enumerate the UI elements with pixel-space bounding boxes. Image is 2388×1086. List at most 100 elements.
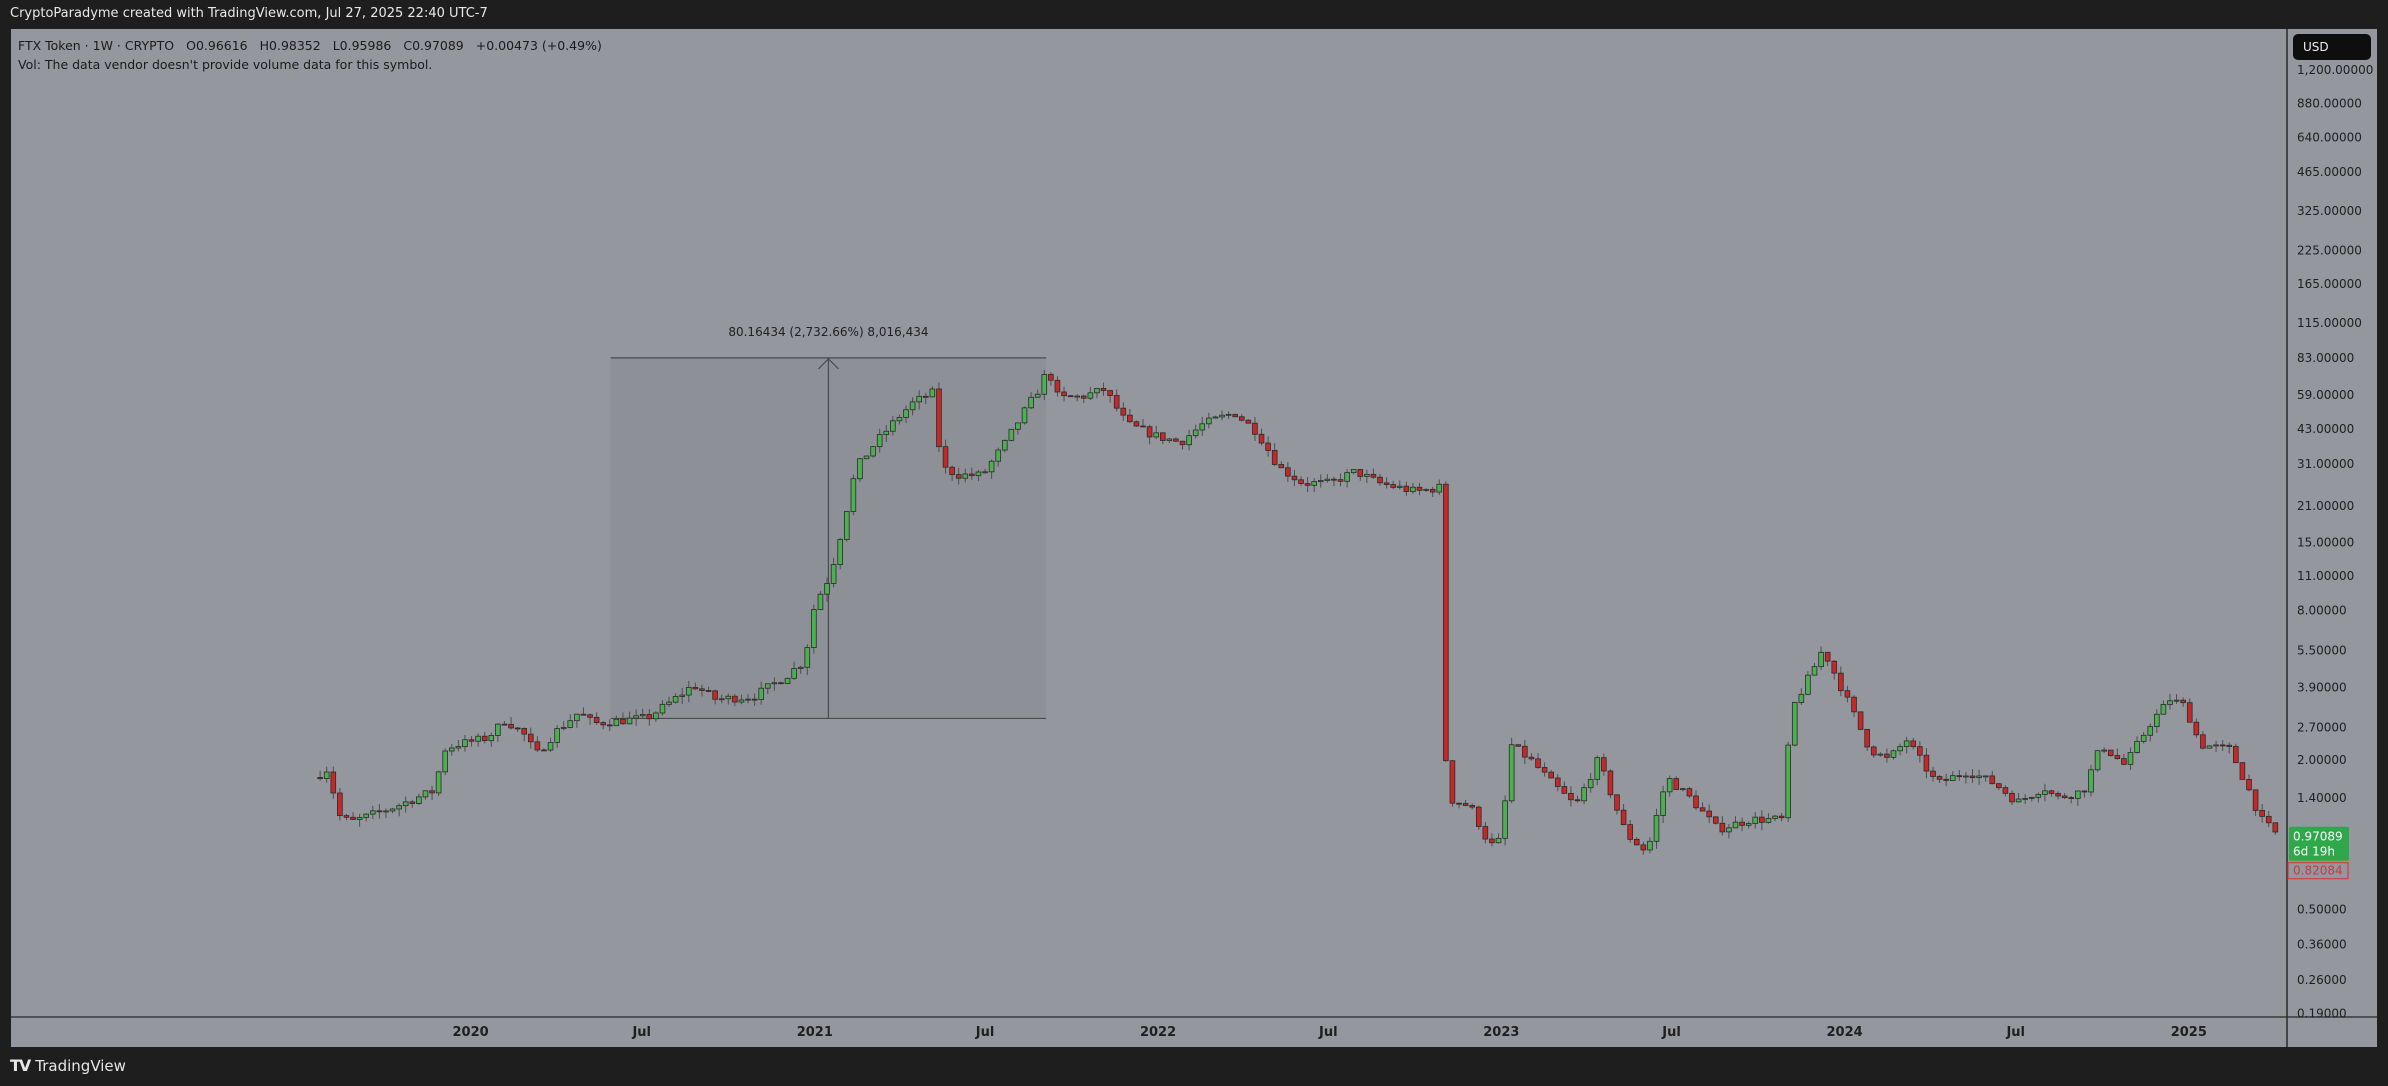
candle-down[interactable] <box>468 735 475 747</box>
candle-up[interactable] <box>817 591 824 611</box>
candle-down[interactable] <box>1285 462 1291 483</box>
candle-down[interactable] <box>2272 822 2279 835</box>
candle-up[interactable] <box>554 724 560 748</box>
candle-up[interactable] <box>1502 795 1508 846</box>
candle-down[interactable] <box>514 726 521 732</box>
candle-down[interactable] <box>1759 810 1765 831</box>
candle-down[interactable] <box>1844 685 1851 703</box>
candle-down[interactable] <box>1719 816 1726 836</box>
candle-down[interactable] <box>1851 695 1857 718</box>
candle-down[interactable] <box>508 717 514 730</box>
candle-up[interactable] <box>567 714 574 729</box>
candle-up[interactable] <box>1219 410 1225 421</box>
candle-down[interactable] <box>350 812 356 820</box>
candle-down[interactable] <box>1522 739 1528 765</box>
candle-up[interactable] <box>475 733 481 747</box>
candle-down[interactable] <box>2259 803 2265 823</box>
candle-down[interactable] <box>337 787 343 821</box>
candle-down[interactable] <box>1489 833 1495 847</box>
candle-up[interactable] <box>863 455 870 460</box>
candle-up[interactable] <box>837 537 843 570</box>
candle-down[interactable] <box>1778 812 1785 822</box>
candle-up[interactable] <box>574 713 580 728</box>
candle-down[interactable] <box>1140 419 1146 428</box>
candle-down[interactable] <box>1574 795 1581 803</box>
candle-up[interactable] <box>1094 388 1100 399</box>
candle-up[interactable] <box>369 805 376 820</box>
candle-up[interactable] <box>1726 823 1732 839</box>
candle-down[interactable] <box>1080 394 1087 404</box>
candle-down[interactable] <box>1245 419 1252 424</box>
candle-down[interactable] <box>620 712 626 725</box>
candle-up[interactable] <box>1745 821 1752 829</box>
candle-down[interactable] <box>1456 802 1462 809</box>
candle-up[interactable] <box>2167 693 2173 710</box>
candle-up[interactable] <box>442 748 449 776</box>
candle-up[interactable] <box>1344 469 1350 488</box>
candle-down[interactable] <box>1304 477 1311 493</box>
candle-up[interactable] <box>2134 736 2140 754</box>
candle-up[interactable] <box>1324 474 1331 483</box>
candle-down[interactable] <box>1620 804 1627 826</box>
candle-up[interactable] <box>857 458 863 482</box>
candle-up[interactable] <box>870 445 876 458</box>
candle-up[interactable] <box>666 696 672 707</box>
candle-up[interactable] <box>1008 428 1015 442</box>
candle-down[interactable] <box>1337 473 1344 487</box>
candle-up[interactable] <box>495 723 501 742</box>
candle-down[interactable] <box>1127 408 1133 424</box>
candle-down[interactable] <box>521 727 528 742</box>
candle-up[interactable] <box>784 677 791 685</box>
candle-down[interactable] <box>1693 790 1699 811</box>
candle-up[interactable] <box>488 732 495 747</box>
candle-up[interactable] <box>672 693 679 704</box>
candle-up[interactable] <box>383 808 389 818</box>
candle-down[interactable] <box>2200 731 2206 750</box>
candle-down[interactable] <box>587 713 593 725</box>
candle-down[interactable] <box>646 709 653 726</box>
candle-up[interactable] <box>1680 787 1686 792</box>
candle-down[interactable] <box>1554 774 1561 792</box>
candle-down[interactable] <box>1633 837 1640 846</box>
candle-up[interactable] <box>2140 731 2147 744</box>
candle-up[interactable] <box>1890 749 1897 760</box>
candle-up[interactable] <box>1772 814 1778 822</box>
candle-down[interactable] <box>705 686 712 693</box>
candle-up[interactable] <box>2160 700 2167 715</box>
candle-up[interactable] <box>745 694 751 704</box>
candle-down[interactable] <box>1238 414 1245 422</box>
candle-up[interactable] <box>824 577 830 602</box>
candle-down[interactable] <box>1298 476 1304 486</box>
candle-down[interactable] <box>699 684 705 697</box>
candle-up[interactable] <box>1752 812 1759 829</box>
candle-down[interactable] <box>2107 749 2114 757</box>
candle-down[interactable] <box>1673 776 1680 790</box>
candle-up[interactable] <box>2154 709 2160 733</box>
candle-up[interactable] <box>718 694 725 704</box>
candle-up[interactable] <box>679 687 686 705</box>
candle-up[interactable] <box>1653 808 1660 849</box>
candlestick-chart[interactable]: 80.16434 (2,732.66%) 8,016,434 1,200.0000… <box>11 29 2377 1047</box>
candle-down[interactable] <box>751 693 758 706</box>
candle-up[interactable] <box>2206 745 2213 749</box>
candle-up[interactable] <box>2094 750 2101 772</box>
candle-down[interactable] <box>2180 697 2186 707</box>
candle-up[interactable] <box>2127 747 2134 770</box>
candle-down[interactable] <box>1107 389 1113 403</box>
candle-up[interactable] <box>1199 416 1206 436</box>
candle-down[interactable] <box>942 439 949 474</box>
candle-up[interactable] <box>1001 439 1008 453</box>
candle-down[interactable] <box>1541 762 1548 777</box>
candle-up[interactable] <box>1034 389 1041 398</box>
candle-down[interactable] <box>1449 760 1456 807</box>
candle-down[interactable] <box>1265 436 1271 457</box>
chart-frame[interactable]: 80.16434 (2,732.66%) 8,016,434 1,200.0000… <box>11 29 2377 1047</box>
candle-up[interactable] <box>909 397 916 416</box>
candle-up[interactable] <box>1074 394 1080 402</box>
candle-up[interactable] <box>982 468 988 474</box>
candle-up[interactable] <box>659 700 666 716</box>
candle-down[interactable] <box>712 689 718 705</box>
candle-down[interactable] <box>2009 790 2015 806</box>
candle-up[interactable] <box>850 474 857 516</box>
candle-up[interactable] <box>639 708 646 719</box>
